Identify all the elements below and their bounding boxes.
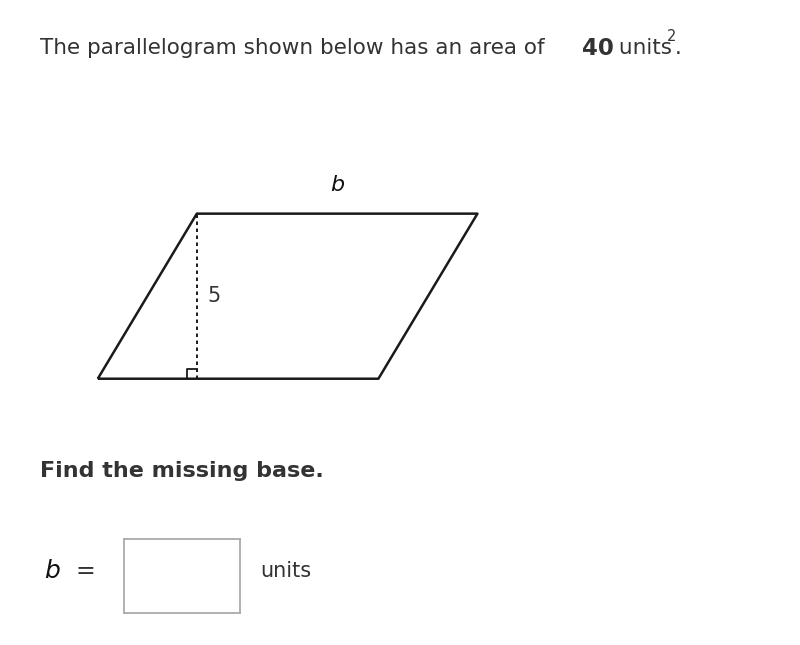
Text: 40: 40 bbox=[582, 37, 614, 60]
Text: 2: 2 bbox=[666, 29, 676, 45]
Text: b: b bbox=[330, 175, 344, 195]
Text: .: . bbox=[674, 38, 682, 59]
Text: 5: 5 bbox=[207, 286, 221, 306]
Text: =: = bbox=[76, 559, 96, 583]
Text: b: b bbox=[44, 559, 60, 583]
Text: units: units bbox=[612, 38, 672, 59]
Text: Find the missing base.: Find the missing base. bbox=[40, 461, 324, 481]
Text: units: units bbox=[260, 561, 311, 581]
Text: The parallelogram shown below has an area of: The parallelogram shown below has an are… bbox=[40, 38, 551, 59]
